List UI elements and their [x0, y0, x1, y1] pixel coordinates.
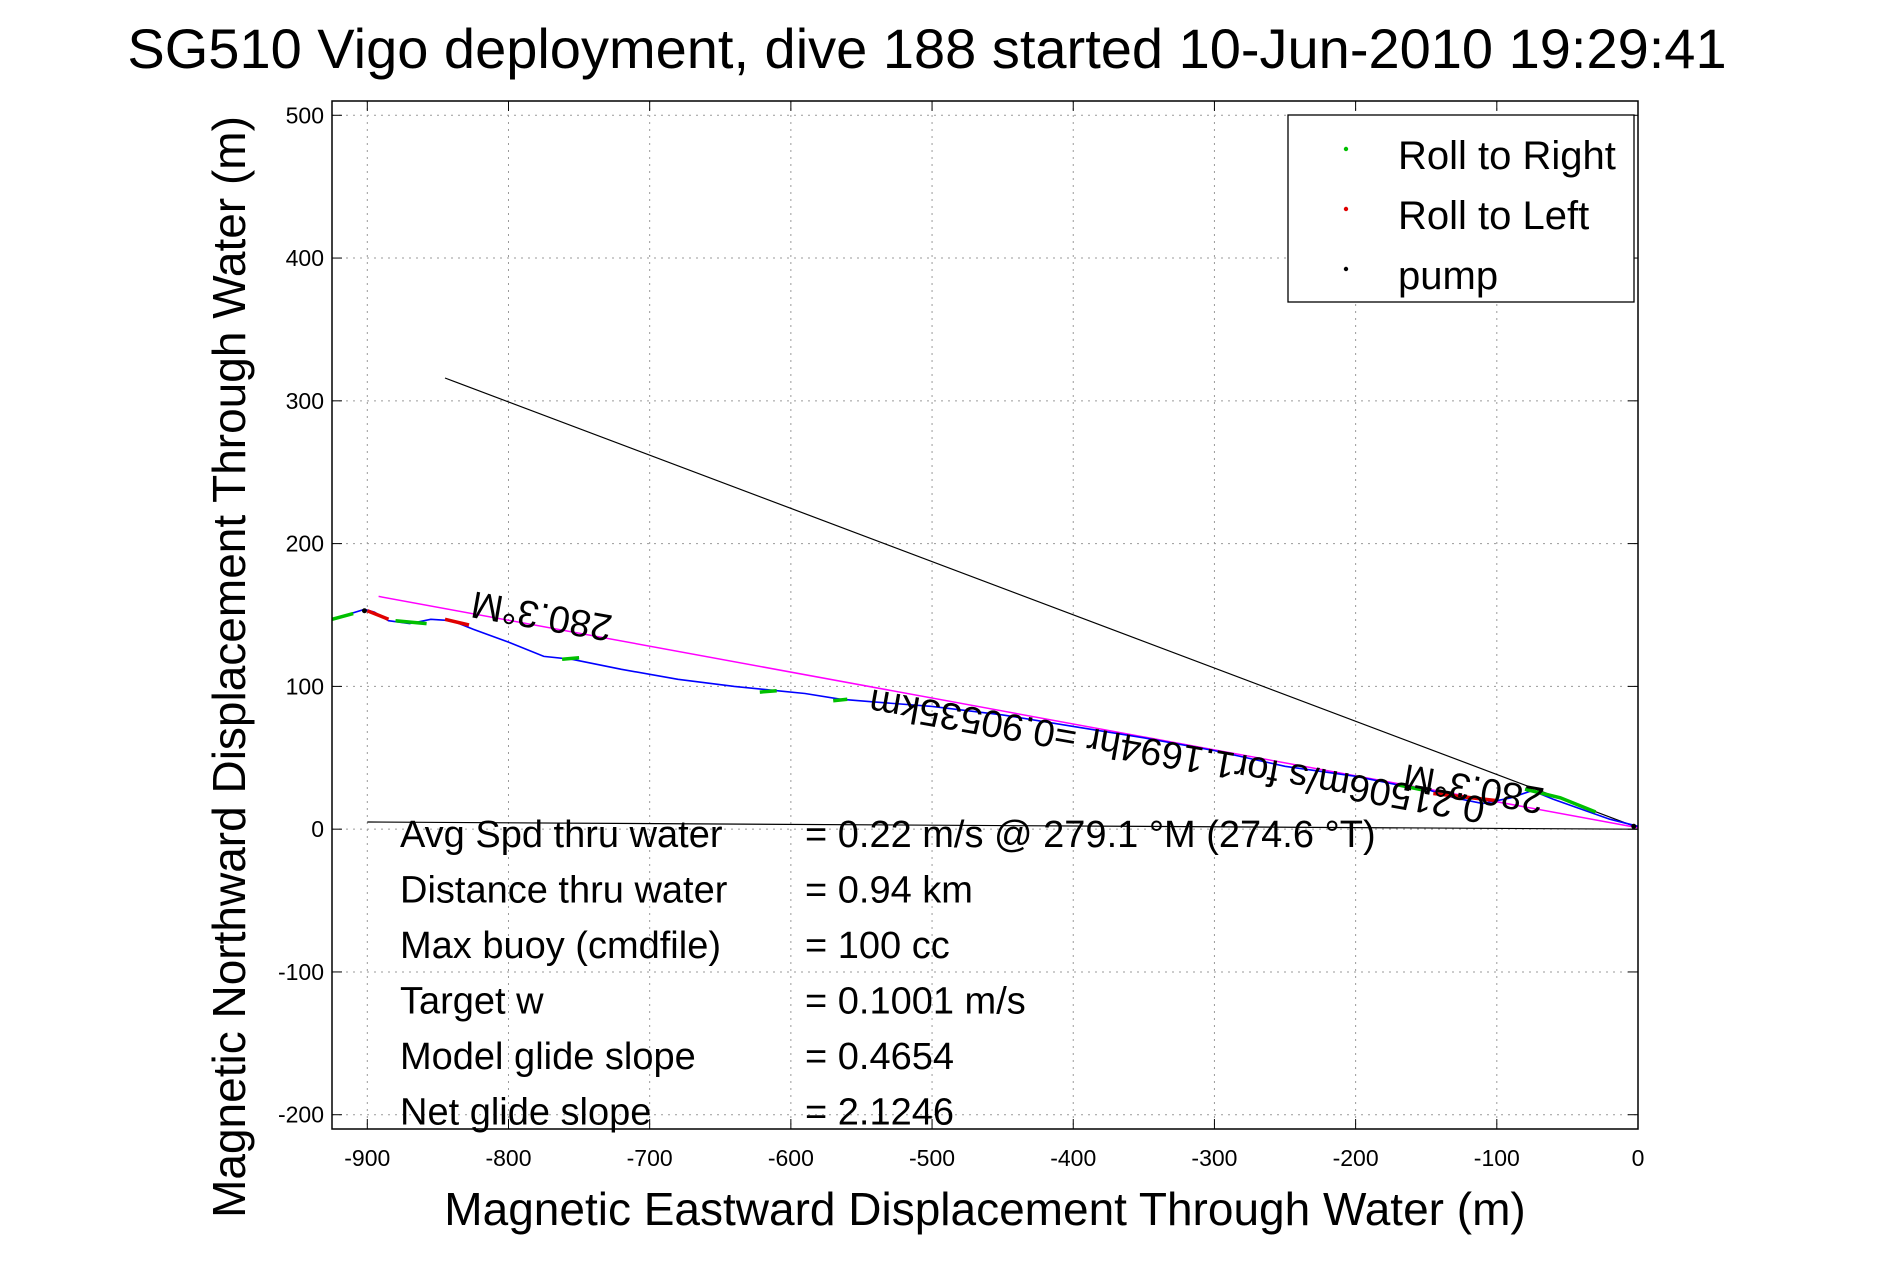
x-tick-label: -800 [485, 1145, 531, 1171]
pump-point [361, 608, 367, 614]
x-axis-title: Magnetic Eastward Displacement Through W… [444, 1183, 1525, 1235]
y-tick-label: 300 [286, 388, 324, 414]
roll-right-segment [1524, 787, 1597, 814]
roll-left-segment [1433, 791, 1497, 803]
summary-label: Net glide slope [400, 1092, 651, 1134]
roll-left-segment [366, 609, 390, 621]
x-tick-label: -200 [1333, 1145, 1379, 1171]
grid [332, 101, 1639, 1129]
legend-label: pump [1398, 254, 1498, 298]
legend-label: Roll to Right [1398, 134, 1616, 178]
x-tick-label: -600 [768, 1145, 814, 1171]
summary-label: Max buoy (cmdfile) [400, 925, 721, 967]
y-axis-title: Magnetic Northward Displacement Through … [203, 116, 255, 1218]
summary-value: = 0.4654 [805, 1036, 954, 1078]
y-tick-label: -200 [278, 1102, 324, 1128]
summary-value: = 2.1246 [805, 1092, 954, 1134]
x-tick-label: -500 [909, 1145, 955, 1171]
zero-reference-line [367, 821, 1639, 830]
roll-right-segment [1397, 783, 1427, 793]
roll-right-segment [331, 611, 354, 621]
legend-marker [1343, 266, 1349, 272]
roll-right-segment [395, 618, 427, 626]
pump-point [1631, 823, 1637, 829]
x-tick-label: -700 [627, 1145, 673, 1171]
x-tick-label: -100 [1474, 1145, 1520, 1171]
x-tick-label: -300 [1191, 1145, 1237, 1171]
axis-ticks: -900 -800 -700 -600 -500 -400 -300 -200 -100 0 500… [278, 101, 1644, 1171]
dive-track-line [331, 608, 1639, 828]
summary-value: = 0.22 m/s @ 279.1 °M (274.6 °T) [805, 814, 1376, 856]
x-tick-label: -900 [344, 1145, 390, 1171]
y-tick-label: -100 [278, 959, 324, 985]
summary-label: Avg Spd thru water [400, 814, 723, 856]
summary-label: Distance thru water [400, 870, 728, 912]
roll-right-segment [833, 697, 848, 703]
heading-line [444, 377, 1639, 829]
x-tick-label: 0 [1632, 1145, 1645, 1171]
roll-left-segment [444, 617, 470, 627]
legend-label: Roll to Left [1398, 194, 1589, 238]
x-tick-label: -400 [1050, 1145, 1096, 1171]
y-tick-label: 0 [311, 816, 324, 842]
y-tick-label: 200 [286, 531, 324, 557]
y-tick-label: 500 [286, 102, 324, 128]
summary-value: = 100 cc [805, 925, 950, 967]
summary-value: = 0.94 km [805, 870, 973, 912]
y-tick-label: 100 [286, 673, 324, 699]
legend-marker [1343, 146, 1349, 152]
summary-value: = 0.1001 m/s [805, 981, 1026, 1023]
legend: Roll to Right Roll to Left pump [1287, 114, 1635, 303]
roll-right-segment [759, 688, 777, 694]
plot-area-frame [331, 100, 1639, 1130]
summary-label: Target w [400, 981, 544, 1023]
summary-label: Model glide slope [400, 1036, 696, 1078]
y-tick-label: 400 [286, 245, 324, 271]
chart-title: SG510 Vigo deployment, dive 188 started … [127, 17, 1726, 80]
summary-text-block: Avg Spd thru water = 0.22 m/s @ 279.1 °M … [400, 814, 1376, 1134]
legend-marker [1343, 206, 1349, 212]
roll-right-segment [561, 656, 580, 662]
